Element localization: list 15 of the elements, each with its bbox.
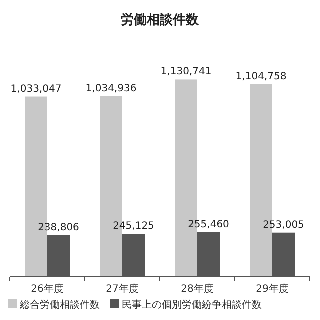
data-label: 255,460 xyxy=(188,219,230,230)
data-label: 1,034,936 xyxy=(86,83,137,94)
data-label: 1,130,741 xyxy=(160,66,212,78)
x-tick-label: 27年度 xyxy=(106,283,139,295)
data-label: 1,033,047 xyxy=(10,84,62,95)
chart-title: 労働相談件数 xyxy=(121,12,200,28)
legend-label: 民事上の個別労働紛争相談件数 xyxy=(122,299,262,311)
legend-label: 総合労働相談件数 xyxy=(19,299,100,311)
data-label: 253,005 xyxy=(263,220,304,231)
x-tick-label: 26年度 xyxy=(31,283,64,295)
data-label: 238,806 xyxy=(38,222,80,234)
x-tick-label: 28年度 xyxy=(181,283,214,295)
data-label: 1,104,758 xyxy=(236,71,287,82)
data-label: 245,125 xyxy=(113,221,154,232)
x-tick-label: 29年度 xyxy=(256,283,289,295)
